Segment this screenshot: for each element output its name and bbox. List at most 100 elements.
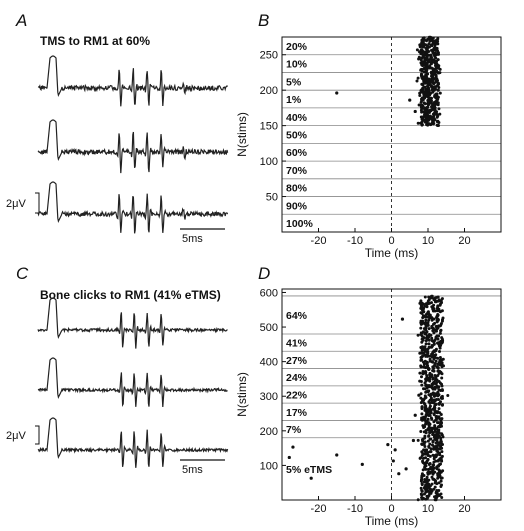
- panel-d-spike-dot: [433, 321, 437, 325]
- panel-d-spike-dot: [422, 415, 425, 419]
- panel-d-spike-dot: [439, 438, 443, 442]
- panel-b-spike-dot: [427, 86, 431, 90]
- panel-d-spike-dot: [434, 324, 438, 328]
- panel-b-spike-dot: [418, 94, 422, 97]
- panel-d-spike-dot: [431, 463, 435, 467]
- panel-b-condition-label: 50%: [286, 130, 308, 142]
- panel-b-spike-dot: [438, 91, 442, 95]
- panel-a-amplitude-scale-bar: [35, 192, 40, 214]
- panel-d-spike-dot: [419, 326, 423, 330]
- panel-d-outlier-dot: [413, 413, 417, 417]
- panel-d-spike-dot: [423, 304, 427, 308]
- panel-d-spike-dot: [425, 475, 429, 479]
- panel-d-spike-dot: [418, 371, 422, 375]
- panel-d-x-tick-label: 0: [388, 503, 394, 515]
- panel-d-outlier-dot: [386, 443, 390, 447]
- panel-d-spike-dot: [431, 439, 435, 443]
- panel-d-spike-dot: [420, 412, 424, 416]
- panel-d-spike-dot: [440, 394, 444, 398]
- panel-d-spike-dot: [441, 316, 445, 320]
- panel-d-spike-dot: [433, 424, 437, 428]
- panel-d-spike-dot: [424, 370, 427, 373]
- panel-d-spike-dot: [424, 324, 428, 328]
- panel-d-spike-dot: [428, 431, 432, 435]
- panel-b-outlier-dot: [335, 91, 339, 95]
- panel-d-spike-dot: [423, 359, 427, 363]
- panel-d-spike-dot: [435, 441, 439, 445]
- panel-a-trace-1: [37, 55, 229, 107]
- panel-d-spike-dot: [441, 357, 445, 361]
- panel-d-spike-dot: [432, 487, 436, 491]
- panel-b-x-tick-label: 0: [388, 235, 394, 247]
- panel-c-trace-3: [37, 417, 229, 468]
- panel-d-spike-dot: [429, 450, 433, 454]
- panel-b-spike-dot: [428, 64, 432, 68]
- panel-d-spike-dot: [425, 478, 429, 481]
- panel-b-spike-dot: [427, 58, 431, 62]
- panel-d-spike-dot: [423, 394, 427, 398]
- panel-b-spike-dot: [427, 77, 431, 81]
- panel-d-spike-dot: [432, 303, 436, 307]
- panel-d-condition-label: 22%: [286, 390, 308, 402]
- panel-b-y-tick-label: 200: [260, 85, 278, 97]
- panel-d-spike-dot: [433, 385, 437, 389]
- panel-d-spike-dot: [440, 388, 444, 392]
- panel-d-spike-dot: [420, 383, 424, 387]
- panel-b-spike-dot: [436, 119, 440, 123]
- panel-d-spike-dot: [426, 458, 430, 461]
- panel-b-spike-dot: [435, 69, 439, 73]
- panel-d-spike-dot: [440, 432, 444, 436]
- panel-d-spike-dot: [424, 318, 428, 322]
- panel-d-spike-dot: [427, 393, 431, 397]
- panel-d-spike-dot: [427, 445, 431, 448]
- panel-d-x-tick-label: 10: [422, 503, 434, 515]
- panel-c-amplitude-scale-label: 2μV: [6, 430, 26, 442]
- panel-d-spike-dot: [422, 401, 426, 405]
- panel-d-condition-label: 24%: [286, 372, 308, 384]
- panel-b-spike-dot: [423, 85, 427, 89]
- panel-d-spike-dot: [437, 415, 441, 419]
- panel-d-spike-dot: [425, 448, 429, 452]
- panel-d-condition-label: 17%: [286, 407, 308, 419]
- panel-d-spike-dot: [428, 462, 432, 465]
- panel-b-condition-label: 70%: [286, 165, 308, 177]
- panel-d-spike-dot: [440, 376, 444, 380]
- panel-d-spike-dot: [446, 394, 450, 397]
- panel-d-spike-dot: [430, 475, 434, 479]
- panel-b-spike-dot: [426, 37, 430, 41]
- panel-b-spike-dot: [428, 114, 432, 118]
- panel-d-y-tick-label: 100: [260, 460, 278, 472]
- panel-b-y-tick-label: 250: [260, 50, 278, 62]
- panel-d-outlier-dot: [393, 448, 397, 452]
- panel-d-spike-dot: [421, 468, 425, 472]
- panel-d-spike-dot: [420, 450, 424, 454]
- panel-d-spike-dot: [420, 358, 424, 362]
- panel-b-spike-dot: [435, 123, 439, 127]
- panel-b-condition-label: 60%: [286, 147, 308, 159]
- panel-d-spike-dot: [439, 328, 443, 332]
- panel-d-spike-dot: [427, 434, 431, 438]
- panel-b-spike-dot: [438, 71, 442, 75]
- panel-b-x-tick-label: 10: [422, 235, 434, 247]
- panel-d-spike-dot: [426, 321, 430, 325]
- panel-c-letter: C: [16, 264, 29, 283]
- panel-b-spike-dot: [415, 79, 419, 83]
- panel-d-spike-dot: [432, 380, 436, 384]
- panel-d-outlier-dot: [335, 453, 339, 457]
- panel-d-y-tick-label: 200: [260, 426, 278, 438]
- panel-b-condition-label: 30%: [286, 0, 308, 3]
- panel-d-spike-dot: [419, 351, 423, 355]
- panel-d-spike-dot: [431, 453, 435, 457]
- panel-d-spike-dot: [419, 456, 423, 460]
- panel-d-spike-dot: [435, 415, 439, 418]
- panel-d-spike-dot: [424, 321, 427, 325]
- panel-b-spike-dot: [427, 53, 431, 57]
- panel-d-spike-dot: [424, 464, 428, 468]
- panel-d-spike-dot: [427, 333, 431, 336]
- panel-b-spike-dot: [416, 76, 420, 80]
- panel-b-spike-dot: [436, 58, 440, 62]
- panel-d-spike-dot: [436, 390, 440, 394]
- panel-d-spike-dot: [421, 370, 425, 373]
- panel-b-spike-dot: [430, 96, 433, 100]
